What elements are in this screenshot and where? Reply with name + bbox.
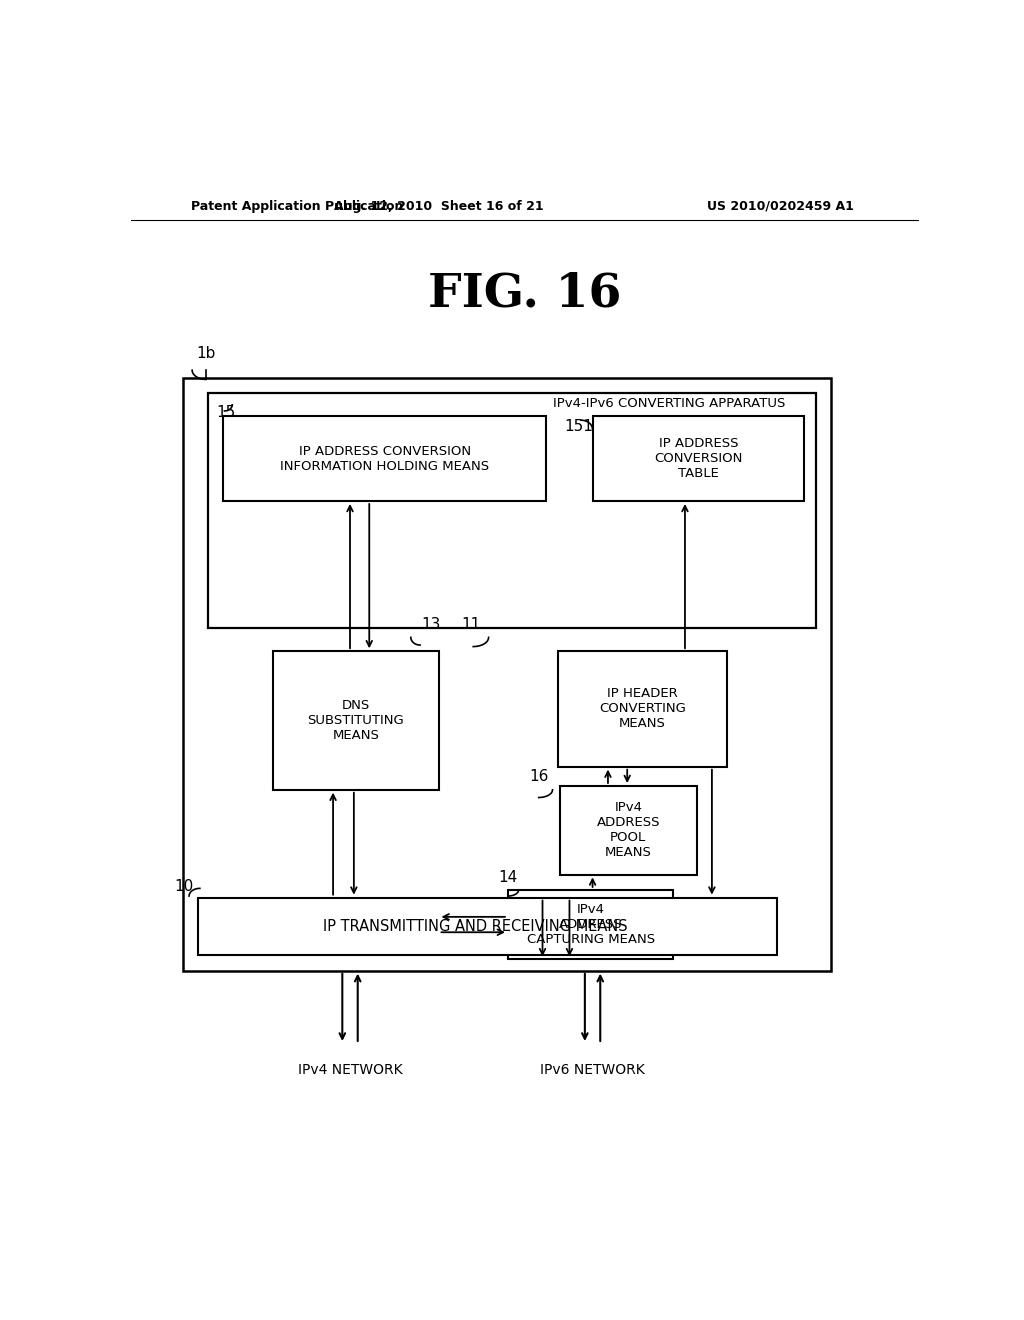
Bar (558, 651, 727, 767)
Text: 15: 15 (217, 405, 237, 420)
Bar (593, 416, 804, 502)
Text: IPv4 NETWORK: IPv4 NETWORK (298, 1063, 402, 1077)
Text: 10: 10 (174, 879, 194, 894)
Bar (199, 898, 777, 956)
Text: 16: 16 (529, 768, 549, 784)
Text: 14: 14 (499, 870, 518, 886)
Text: 151: 151 (564, 418, 593, 434)
Text: IP ADDRESS CONVERSION
INFORMATION HOLDING MEANS: IP ADDRESS CONVERSION INFORMATION HOLDIN… (281, 445, 489, 473)
Text: DNS
SUBSTITUTING
MEANS: DNS SUBSTITUTING MEANS (307, 700, 404, 742)
Bar (183, 378, 831, 970)
Bar (223, 416, 547, 502)
Text: IPv6 NETWORK: IPv6 NETWORK (541, 1063, 645, 1077)
Text: 1b: 1b (196, 346, 215, 360)
Text: IPv4
ADDRESS
CAPTURING MEANS: IPv4 ADDRESS CAPTURING MEANS (526, 903, 654, 946)
Bar (208, 393, 816, 628)
Bar (560, 785, 696, 875)
Text: IP HEADER
CONVERTING
MEANS: IP HEADER CONVERTING MEANS (599, 688, 686, 730)
Text: IP ADDRESS
CONVERSION
TABLE: IP ADDRESS CONVERSION TABLE (654, 437, 742, 480)
Text: Aug. 12, 2010  Sheet 16 of 21: Aug. 12, 2010 Sheet 16 of 21 (334, 199, 544, 213)
Text: IPv4-IPv6 CONVERTING APPARATUS: IPv4-IPv6 CONVERTING APPARATUS (553, 397, 785, 409)
Text: IP TRANSMITTING AND RECEIVING MEANS: IP TRANSMITTING AND RECEIVING MEANS (323, 919, 628, 935)
Bar (508, 890, 674, 960)
Bar (273, 651, 438, 789)
Text: US 2010/0202459 A1: US 2010/0202459 A1 (708, 199, 854, 213)
Text: 13: 13 (422, 616, 441, 632)
Text: FIG. 16: FIG. 16 (428, 271, 622, 317)
Text: Patent Application Publication: Patent Application Publication (190, 199, 403, 213)
Text: 11: 11 (462, 616, 481, 632)
Text: IPv4
ADDRESS
POOL
MEANS: IPv4 ADDRESS POOL MEANS (597, 801, 660, 859)
